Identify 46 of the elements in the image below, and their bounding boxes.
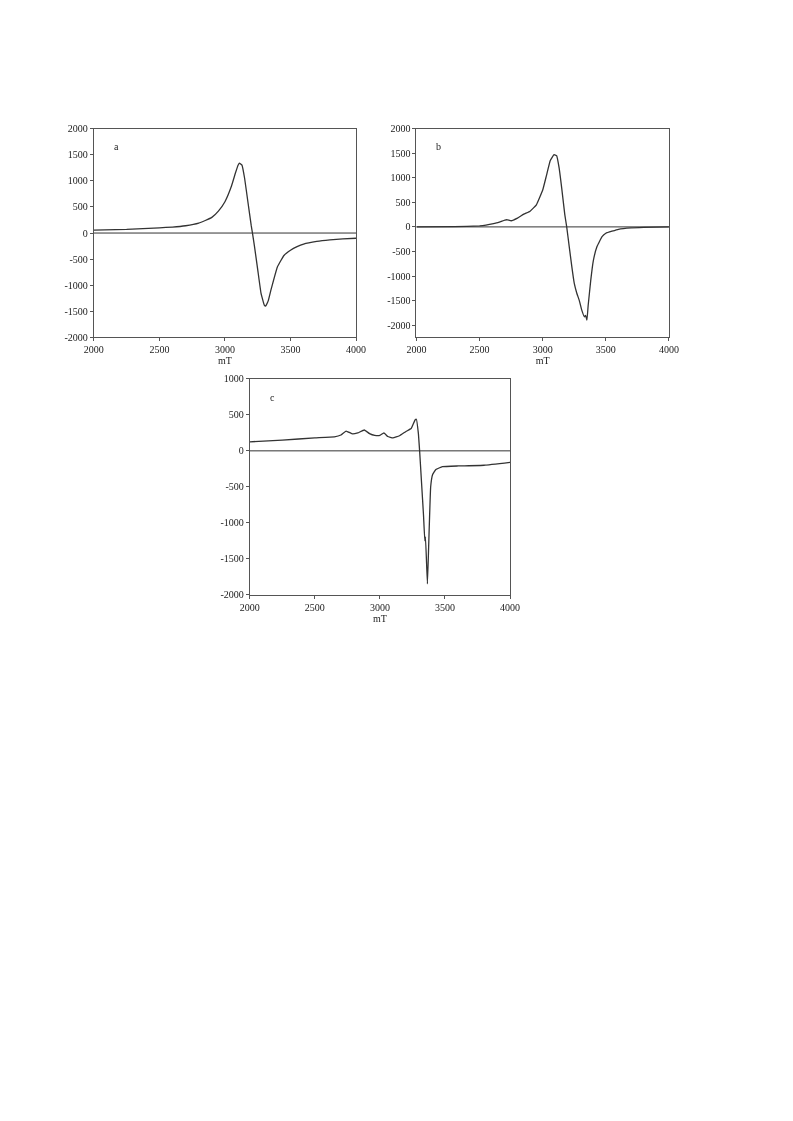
x-tick-label: 3000 <box>369 601 390 613</box>
x-tick-label: 2500 <box>304 601 325 613</box>
x-tick-label: 2500 <box>469 344 490 356</box>
x-axis-title: mT <box>217 355 232 367</box>
y-tick-label: 500 <box>72 201 88 213</box>
y-tick-label: -500 <box>225 481 244 493</box>
x-axis-title: mT <box>535 355 550 367</box>
y-tick-label: 1500 <box>390 147 411 159</box>
y-tick-label: -1500 <box>64 305 88 317</box>
y-tick-label: 500 <box>228 409 244 421</box>
y-tick-label: 1000 <box>223 373 244 385</box>
x-tick-label: 4000 <box>346 344 367 356</box>
y-tick-label: 0 <box>82 227 88 239</box>
x-tick-label: 4000 <box>658 344 679 356</box>
x-tick-label: 3500 <box>280 344 301 356</box>
y-tick-label: -500 <box>392 245 411 257</box>
y-tick-label: -2000 <box>387 319 411 331</box>
y-tick-label: 2000 <box>390 123 411 135</box>
text: c <box>270 392 275 403</box>
y-tick-label: -1500 <box>220 553 244 565</box>
y-tick-label: -1000 <box>387 270 411 282</box>
x-tick-label: 3000 <box>214 344 235 356</box>
text: a <box>114 141 119 152</box>
y-tick-label: 1500 <box>67 149 88 161</box>
y-tick-label: 500 <box>395 196 411 208</box>
y-tick-label: 2000 <box>67 123 88 135</box>
x-tick-label: 3500 <box>435 601 455 613</box>
x-tick-label: 2000 <box>83 344 104 356</box>
y-tick-label: -500 <box>69 253 88 265</box>
x-tick-label: 2000 <box>406 344 427 356</box>
x-tick-label: 2500 <box>149 344 170 356</box>
y-tick-label: -1000 <box>64 279 88 291</box>
x-tick-label: 2000 <box>239 601 260 613</box>
x-tick-label: 4000 <box>500 601 521 613</box>
x-tick-label: 3500 <box>595 344 616 356</box>
x-tick-label: 3000 <box>532 344 553 356</box>
x-axis-title: mT <box>372 612 387 624</box>
y-tick-label: -1500 <box>387 295 411 307</box>
y-tick-label: -2000 <box>220 589 244 601</box>
y-tick-label: 1000 <box>390 172 411 184</box>
text: b <box>436 141 441 152</box>
y-tick-label: 0 <box>238 445 244 457</box>
y-tick-label: 1000 <box>67 175 88 187</box>
y-tick-label: -2000 <box>64 331 88 343</box>
y-tick-label: 0 <box>405 221 411 233</box>
y-tick-label: -1000 <box>220 517 244 529</box>
